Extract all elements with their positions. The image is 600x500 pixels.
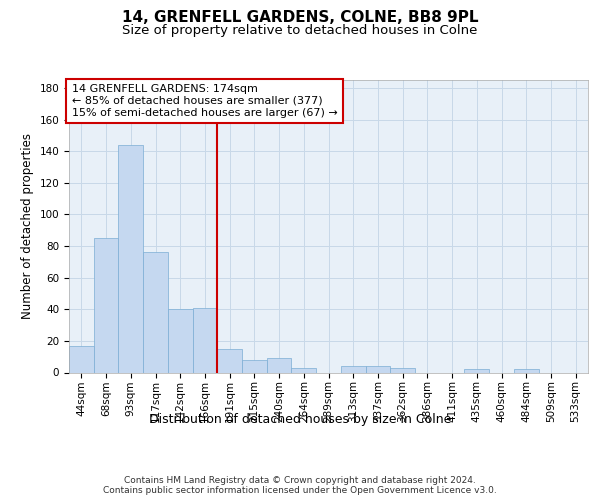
Text: Size of property relative to detached houses in Colne: Size of property relative to detached ho… [122,24,478,37]
Bar [143,252,168,372]
Bar [514,370,539,372]
Bar [94,238,118,372]
Bar [217,349,242,372]
Bar [292,368,316,372]
Text: 14 GRENFELL GARDENS: 174sqm
← 85% of detached houses are smaller (377)
15% of se: 14 GRENFELL GARDENS: 174sqm ← 85% of det… [71,84,337,117]
Bar [69,346,94,372]
Bar [267,358,292,372]
Bar [341,366,365,372]
Bar [390,368,415,372]
Bar [242,360,267,372]
Y-axis label: Number of detached properties: Number of detached properties [21,133,34,320]
Text: 14, GRENFELL GARDENS, COLNE, BB8 9PL: 14, GRENFELL GARDENS, COLNE, BB8 9PL [122,10,478,25]
Text: Contains HM Land Registry data © Crown copyright and database right 2024.
Contai: Contains HM Land Registry data © Crown c… [103,476,497,495]
Bar [193,308,217,372]
Text: Distribution of detached houses by size in Colne: Distribution of detached houses by size … [149,412,451,426]
Bar [118,145,143,372]
Bar [464,370,489,372]
Bar [168,310,193,372]
Bar [365,366,390,372]
